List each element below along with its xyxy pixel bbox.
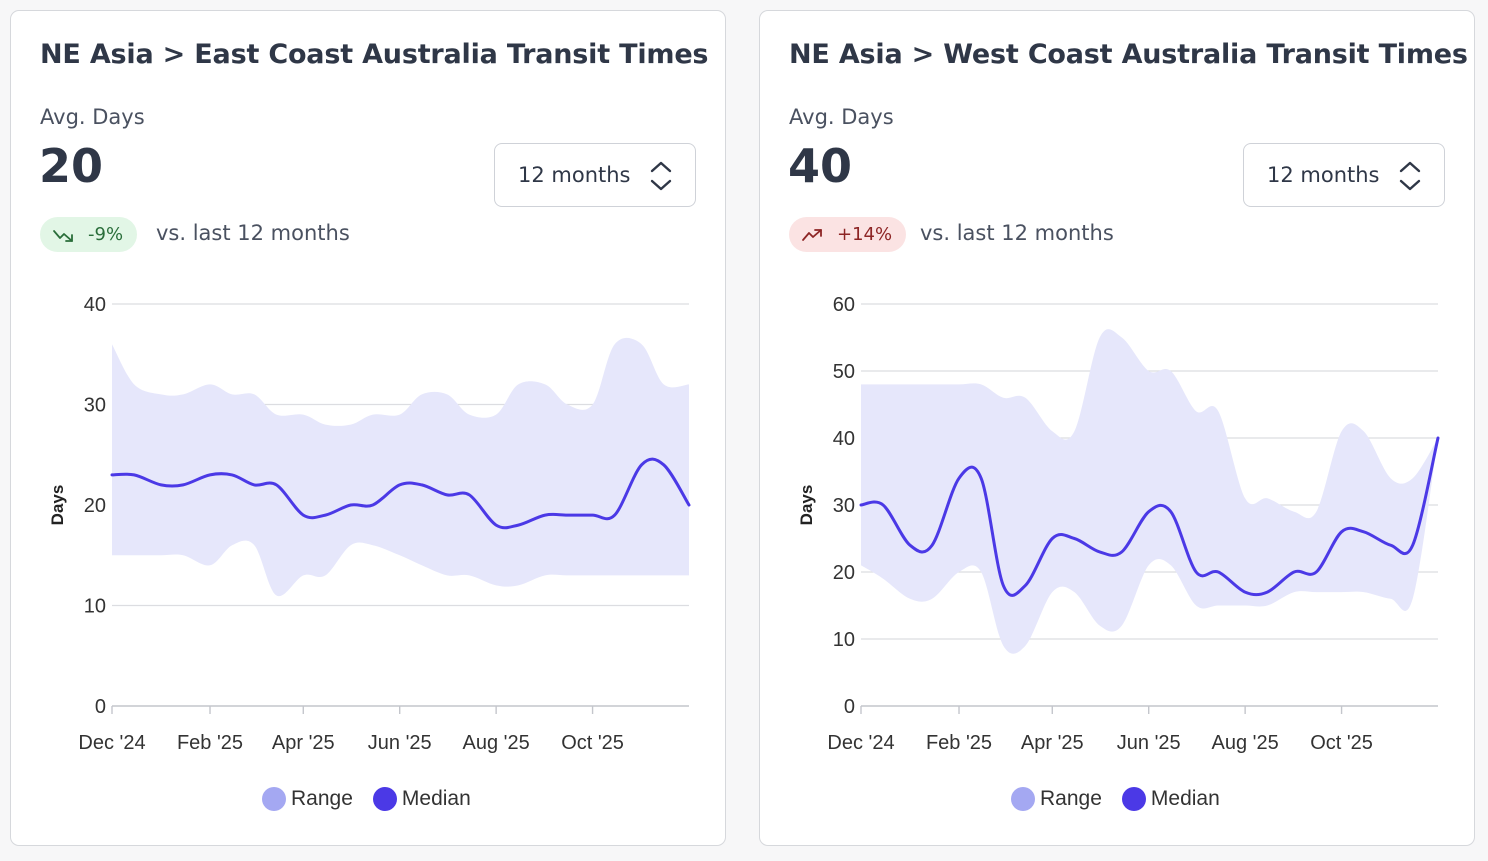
- y-tick-label: 10: [84, 596, 106, 618]
- x-tick-label: Jun '25: [368, 732, 432, 754]
- x-tick-label: Apr '25: [272, 732, 335, 754]
- y-tick-label: 0: [95, 696, 106, 718]
- y-tick-label: 30: [833, 495, 855, 517]
- y-tick-label: 40: [84, 294, 106, 316]
- legend-item-median[interactable]: Median: [1121, 787, 1220, 811]
- transit-chart: 0 10 20 30 40 50 60 Dec '24 Feb '25 Apr '25 Jun '2…: [797, 294, 1440, 754]
- chevron-up-down-icon: [1399, 161, 1421, 191]
- legend-swatch-median: [372, 787, 397, 811]
- compare-text: vs. last 12 months: [156, 221, 350, 245]
- legend-label: Range: [1040, 787, 1102, 810]
- metric-value: 20: [39, 139, 104, 193]
- period-select[interactable]: 12 months: [494, 143, 696, 207]
- x-tick-label: Oct '25: [561, 732, 624, 754]
- chevron-up-down-icon: [650, 161, 672, 191]
- transit-chart: 0 10 20 30 40 Dec '24 Feb '25 Apr '25 Jun '25 Aug…: [48, 294, 691, 754]
- period-select[interactable]: 12 months: [1243, 143, 1445, 207]
- change-badge: -9%: [40, 217, 138, 252]
- metric-label: Avg. Days: [40, 105, 145, 129]
- legend-item-range[interactable]: Range: [1011, 787, 1102, 811]
- card-title: NE Asia > West Coast Australia Transit T…: [789, 39, 1468, 70]
- period-select-value: 12 months: [518, 163, 631, 187]
- change-badge: +14%: [789, 217, 907, 252]
- chart-legend: Range Median: [1011, 787, 1240, 811]
- legend-label: Median: [401, 787, 471, 810]
- x-tick-label: Dec '24: [78, 732, 145, 754]
- x-tick-label: Aug '25: [1212, 732, 1279, 754]
- trend-up-icon: [802, 228, 822, 241]
- y-tick-label: 40: [833, 428, 855, 450]
- x-tick-label: Dec '24: [827, 732, 894, 754]
- legend-swatch-range: [1011, 787, 1035, 811]
- median-line: [110, 457, 691, 530]
- y-axis-title: Days: [797, 485, 816, 526]
- legend-swatch-median: [1121, 787, 1146, 811]
- y-tick-label: 20: [84, 495, 106, 517]
- y-axis-title: Days: [48, 485, 67, 526]
- transit-card-east: NE Asia > East Coast Australia Transit T…: [10, 10, 726, 846]
- y-tick-label: 60: [833, 294, 855, 316]
- card-title: NE Asia > East Coast Australia Transit T…: [40, 39, 709, 70]
- legend-swatch-range: [262, 787, 286, 811]
- y-tick-label: 0: [844, 696, 855, 718]
- x-tick-label: Apr '25: [1021, 732, 1084, 754]
- change-value: -9%: [88, 224, 124, 245]
- period-select-value: 12 months: [1267, 163, 1380, 187]
- x-tick-label: Jun '25: [1117, 732, 1181, 754]
- trend-down-icon: [53, 229, 73, 242]
- x-tick-label: Oct '25: [1310, 732, 1373, 754]
- legend-item-range[interactable]: Range: [262, 787, 353, 811]
- change-value: +14%: [837, 224, 893, 245]
- range-band: [861, 329, 1438, 654]
- x-tick-label: Feb '25: [926, 732, 992, 754]
- chart-legend: Range Median: [262, 787, 491, 811]
- median-line: [859, 436, 1440, 597]
- metric-value: 40: [788, 139, 853, 193]
- legend-label: Median: [1150, 787, 1220, 810]
- range-band: [112, 337, 689, 597]
- x-tick-label: Aug '25: [463, 732, 530, 754]
- compare-text: vs. last 12 months: [920, 221, 1114, 245]
- y-tick-label: 30: [84, 395, 106, 417]
- legend-label: Range: [291, 787, 353, 810]
- y-tick-label: 10: [833, 629, 855, 651]
- transit-card-west: NE Asia > West Coast Australia Transit T…: [759, 10, 1475, 846]
- metric-label: Avg. Days: [789, 105, 894, 129]
- y-tick-label: 50: [833, 361, 855, 383]
- y-tick-label: 20: [833, 562, 855, 584]
- x-tick-label: Feb '25: [177, 732, 243, 754]
- legend-item-median[interactable]: Median: [372, 787, 471, 811]
